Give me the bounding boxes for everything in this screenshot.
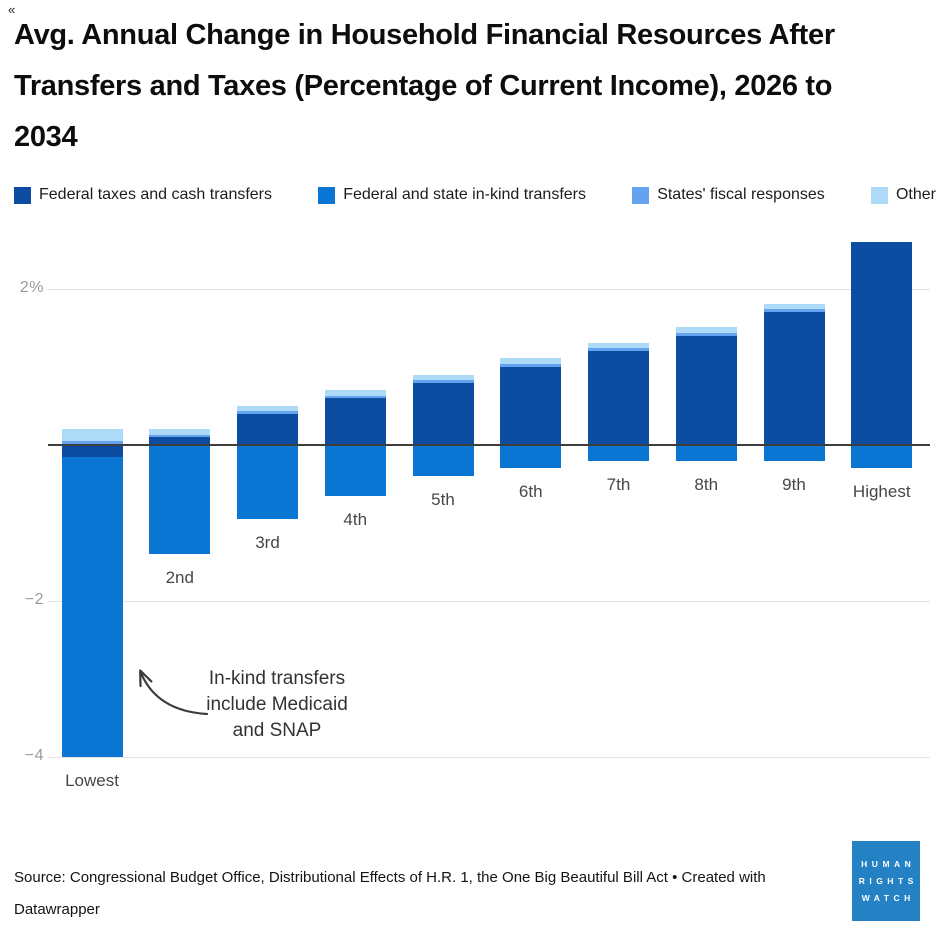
- bar-segment: [500, 358, 562, 364]
- bar-segment: [412, 382, 474, 445]
- y-tick-label: 2%: [19, 279, 44, 296]
- x-tick-label: 2nd: [165, 568, 194, 588]
- bar-segment: [237, 413, 298, 445]
- bar-segment: [149, 429, 211, 435]
- bar-segment: [851, 242, 913, 445]
- x-tick-label: 3rd: [255, 533, 280, 553]
- legend-label: Other: [895, 186, 936, 203]
- bar-segment: [763, 312, 825, 445]
- bar-segment: [675, 335, 737, 445]
- x-tick-label: 6th: [518, 482, 543, 502]
- bar-segment: [851, 445, 913, 469]
- logo-line: HUMAN: [861, 859, 916, 869]
- hrw-logo: HUMAN RIGHTS WATCH: [852, 841, 920, 921]
- chart-title: Avg. Annual Change in Household Financia…: [14, 10, 936, 163]
- source-line: Datawrapper: [14, 901, 100, 918]
- legend-swatch-icon: [870, 186, 888, 204]
- bar-segment: [324, 445, 386, 496]
- bar-segment: [324, 398, 386, 445]
- gridline: [48, 289, 930, 290]
- logo-line: WATCH: [861, 893, 915, 903]
- x-tick-label: 9th: [782, 474, 806, 494]
- bar-segment: [324, 395, 386, 399]
- bar-segment: [763, 445, 825, 461]
- bar-segment: [500, 367, 562, 445]
- x-tick-label: 5th: [431, 490, 455, 510]
- bar-segment: [500, 363, 562, 367]
- bar-segment: [588, 342, 649, 349]
- gridline: [48, 601, 930, 602]
- bar-segment: [763, 303, 825, 310]
- legend-item-states-responses: States' fiscal responses: [632, 186, 825, 204]
- x-tick-label: 4th: [343, 509, 368, 529]
- artifact-mark: «: [8, 2, 16, 17]
- bar-segment: [588, 445, 649, 461]
- bar-segment: [237, 406, 298, 412]
- zero-line: [48, 444, 930, 446]
- bar-segment: [324, 390, 386, 396]
- gridline: [48, 757, 930, 758]
- bar-segment: [237, 411, 298, 414]
- bar-segment: [412, 380, 474, 383]
- legend-swatch-icon: [318, 186, 336, 204]
- title-line: Avg. Annual Change in Household Financia…: [14, 19, 835, 51]
- bar-segment: [237, 445, 298, 520]
- y-tick-label: −2: [24, 591, 44, 608]
- source-text: Source: Congressional Budget Office, Dis…: [14, 862, 834, 926]
- bar-segment: [500, 445, 562, 469]
- bar-segment: [763, 309, 825, 313]
- legend-label: Federal taxes and cash transfers: [39, 186, 273, 203]
- bar-segment: [61, 441, 123, 445]
- bar-segment: [588, 351, 649, 445]
- annotation-line: In-kind transfers: [208, 668, 346, 689]
- legend-item-inkind-transfers: Federal and state in-kind transfers: [318, 186, 586, 204]
- legend-label: Federal and state in-kind transfers: [343, 186, 586, 203]
- bar-segment: [149, 445, 211, 555]
- annotation-text: In-kind transfers include Medicaid and S…: [182, 666, 372, 744]
- title-line: 2034: [14, 121, 78, 153]
- legend-swatch-icon: [632, 186, 650, 204]
- x-tick-label: Highest: [852, 482, 911, 502]
- bar-segment: [61, 456, 123, 757]
- bar-segment: [61, 429, 123, 442]
- logo-line: RIGHTS: [858, 876, 918, 886]
- bar-segment: [675, 327, 737, 333]
- legend-label: States' fiscal responses: [657, 186, 825, 203]
- bar-segment: [675, 445, 737, 461]
- legend-item-federal-taxes: Federal taxes and cash transfers: [14, 186, 272, 204]
- bar-segment: [149, 437, 211, 445]
- bar-segment: [412, 445, 474, 477]
- bar-segment: [149, 434, 211, 438]
- legend: Federal taxes and cash transfers Federal…: [14, 186, 936, 204]
- x-tick-label: 7th: [606, 474, 631, 494]
- bar-segment: [675, 332, 737, 336]
- title-line: Transfers and Taxes (Percentage of Curre…: [14, 70, 833, 102]
- bar-segment: [61, 445, 123, 457]
- bar-segment: [588, 348, 649, 352]
- bar-segment: [412, 374, 474, 381]
- annotation-line: and SNAP: [232, 720, 322, 741]
- y-tick-label: −4: [24, 747, 44, 764]
- x-tick-label: 8th: [694, 474, 719, 494]
- legend-swatch-icon: [14, 186, 31, 204]
- legend-item-other: Other: [870, 186, 936, 204]
- source-line: Source: Congressional Budget Office, Dis…: [14, 869, 766, 886]
- x-tick-label: Lowest: [65, 771, 119, 790]
- annotation-line: include Medicaid: [206, 694, 348, 715]
